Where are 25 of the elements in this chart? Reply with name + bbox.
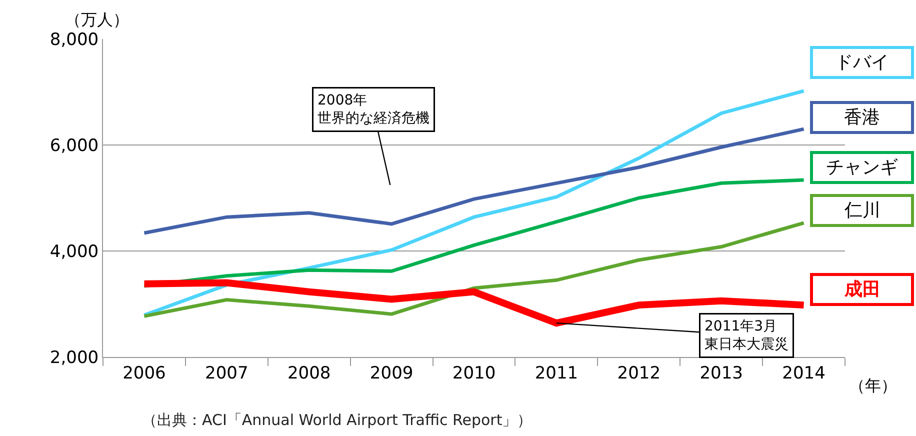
annotation: 2011年3月東日本大震災 <box>704 318 788 353</box>
y-tick-label: 6,000 <box>50 136 99 156</box>
x-tick-label: 2014 <box>782 363 826 384</box>
x-tick-label: 2008 <box>287 363 331 384</box>
y-tick-label: 8,000 <box>50 30 99 50</box>
text: （出典：ACI「Annual World Airport Traffic Report」） <box>142 411 532 429</box>
y-tick-label: 4,000 <box>50 242 99 262</box>
x-tick-label: 2006 <box>122 363 166 384</box>
x-tick-label: 2013 <box>700 363 743 384</box>
text: 成田 <box>844 279 880 300</box>
text: 香港 <box>844 107 880 128</box>
annotation: 2008年世界的な経済危機 <box>318 92 430 127</box>
x-tick-label: 2010 <box>452 363 496 384</box>
line-series <box>142 221 806 318</box>
series-label: チャンギ <box>826 157 898 178</box>
x-tick-label: 2009 <box>370 363 414 384</box>
line-series <box>142 127 806 235</box>
y-axis-title: （万人） <box>65 10 129 29</box>
x-tick-label: 2012 <box>617 363 661 384</box>
y-tick-label: 2,000 <box>50 348 99 368</box>
x-axis-title: （年） <box>849 376 897 395</box>
x-tick-label: 2007 <box>205 363 248 384</box>
x-tick-label: 2011 <box>534 363 578 384</box>
text: 仁川 <box>844 200 880 221</box>
text: ドバイ <box>835 52 889 73</box>
